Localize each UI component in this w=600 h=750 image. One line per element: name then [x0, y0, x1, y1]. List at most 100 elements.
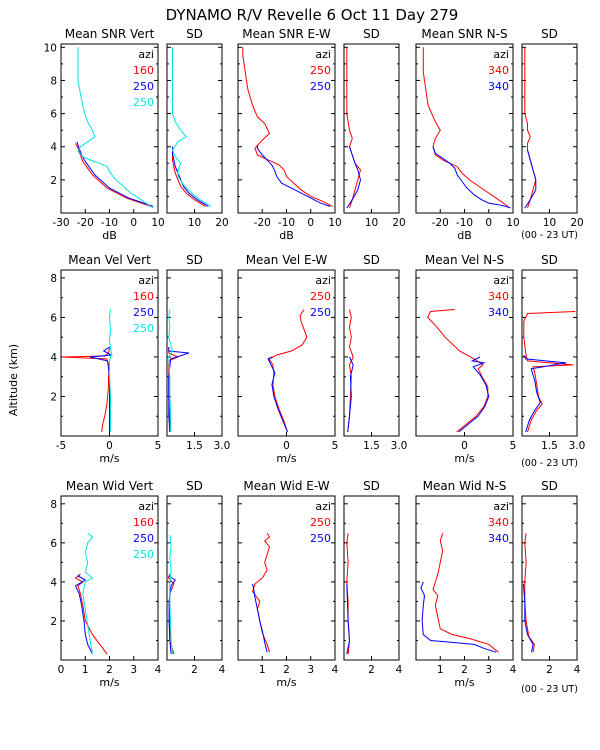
x-tick-label: 2 — [283, 664, 290, 676]
x-tick-label: 0 — [106, 440, 113, 452]
x-tick-label: 10 — [543, 217, 556, 229]
panel-title: Mean Wid Vert — [66, 479, 153, 493]
legend-entry: 250 — [310, 80, 331, 93]
series-line-250-cyan — [169, 534, 173, 655]
x-tick-label: 3 — [307, 664, 314, 676]
x-tick-label: 0 — [283, 440, 290, 452]
legend-entry: 340 — [488, 64, 509, 77]
legend-header: azi — [493, 48, 509, 61]
panel-title: SD — [186, 27, 203, 41]
x-tick-label: 0 — [485, 217, 492, 229]
panel-snr-vert_sd: SD 10 20 — [166, 27, 229, 229]
series-line-250-blue — [74, 573, 93, 655]
x-axis-label: m/s — [99, 452, 119, 465]
x-tick-label: -10 — [278, 217, 295, 229]
series-line-160-red — [74, 573, 108, 655]
x-tick-label: -20 — [77, 217, 94, 229]
plot-frame — [343, 495, 400, 661]
x-tick-label: 3.0 — [569, 440, 586, 452]
y-tick-label: 4 — [50, 142, 57, 154]
series-line-250-blue — [347, 356, 354, 433]
x-tick-label: 5 — [510, 440, 517, 452]
panel-title: SD — [541, 479, 558, 493]
x-tick-label: 2 — [106, 664, 113, 676]
y-tick-label: 6 — [50, 538, 57, 550]
x-tick-label: 10 — [151, 217, 164, 229]
y-tick-label: 10 — [44, 42, 57, 54]
panel-title: SD — [541, 253, 558, 267]
x-tick-label: 2 — [461, 664, 468, 676]
legend-entry: 160 — [133, 290, 154, 303]
x-tick-label: 2 — [191, 664, 198, 676]
panel-title: SD — [186, 253, 203, 267]
series-line-250-red — [252, 532, 271, 653]
legend-entry: 340 — [488, 80, 509, 93]
x-tick-label: 3 — [485, 664, 492, 676]
legend-entry: 250 — [310, 532, 331, 545]
panel-wid-ns_sd: SD 2 4 (00 - 23 UT) — [521, 479, 581, 695]
x-axis-label: dB — [102, 229, 117, 242]
panel-wid-ns: Mean Wid N-S 1 2 3 4 m/s azi 340 340 — [415, 479, 517, 689]
x-tick-label: 4 — [510, 664, 517, 676]
x-axis-label: m/s — [454, 452, 474, 465]
x-tick-label: 0 — [461, 440, 468, 452]
series-line-340-red — [422, 47, 509, 207]
series-line-160-red — [75, 143, 151, 207]
series-line-250-cyan — [108, 309, 112, 432]
panel-wid-vert_sd: SD 2 4 — [166, 479, 226, 676]
x-tick-label: 10 — [365, 217, 378, 229]
series-line-250-cyan — [82, 532, 94, 655]
x-axis-label: m/s — [276, 676, 296, 689]
x-tick-label: 1 — [437, 664, 444, 676]
series-line-340-red — [524, 47, 537, 209]
legend-header: azi — [138, 274, 154, 287]
x-tick-label: 10 — [188, 217, 201, 229]
legend-header: azi — [315, 48, 331, 61]
panel-vel-ew_sd: SD 1.5 3.0 — [343, 253, 407, 452]
x-tick-label: 2 — [546, 664, 553, 676]
time-range-note: (00 - 23 UT) — [521, 458, 578, 469]
x-tick-label: 5 — [155, 440, 162, 452]
legend-entry: 340 — [488, 306, 509, 319]
series-line-340-red — [432, 532, 499, 653]
series-line-340-blue — [523, 354, 567, 433]
series-line-340-blue — [420, 581, 497, 653]
panel-snr-ew: Mean SNR E-W -20 -10 0 10 dB azi 250 250 — [237, 27, 342, 242]
legend-entry: 250 — [133, 306, 154, 319]
x-tick-label: 0 — [307, 217, 314, 229]
legend-entry: 160 — [133, 64, 154, 77]
panel-title: Mean Vel Vert — [68, 253, 151, 267]
series-line-250-blue — [168, 575, 177, 655]
panel-title: Mean SNR Vert — [65, 27, 155, 41]
x-tick-label: 4 — [332, 664, 339, 676]
x-tick-label: 1.5 — [541, 440, 558, 452]
panel-title: Mean Vel E-W — [246, 253, 328, 267]
legend-entry: 250 — [133, 96, 154, 109]
plot-frame — [166, 269, 223, 437]
legend-header: azi — [315, 500, 331, 513]
legend-header: azi — [138, 500, 154, 513]
legend-header: azi — [493, 274, 509, 287]
series-line-250-blue — [346, 146, 362, 209]
legend-header: azi — [138, 48, 154, 61]
x-tick-label: 4 — [574, 664, 581, 676]
series-line-250-red — [347, 309, 354, 433]
series-line-250-blue — [172, 146, 209, 207]
x-axis-label: m/s — [276, 452, 296, 465]
legend-entry: 250 — [133, 532, 154, 545]
series-line-250-blue — [252, 583, 268, 653]
x-tick-label: -20 — [254, 217, 271, 229]
legend-entry: 340 — [488, 290, 509, 303]
plot-frame — [521, 43, 578, 214]
panel-title: SD — [186, 479, 203, 493]
series-line-340-blue — [522, 583, 534, 653]
x-tick-label: 3.0 — [214, 440, 231, 452]
x-tick-label: 0 — [130, 217, 137, 229]
series-line-250-cyan — [77, 47, 154, 209]
panel-title: SD — [363, 253, 380, 267]
series-line-250-cyan — [168, 309, 174, 432]
plot-frame — [166, 495, 223, 661]
panel-title: Mean Vel N-S — [425, 253, 504, 267]
